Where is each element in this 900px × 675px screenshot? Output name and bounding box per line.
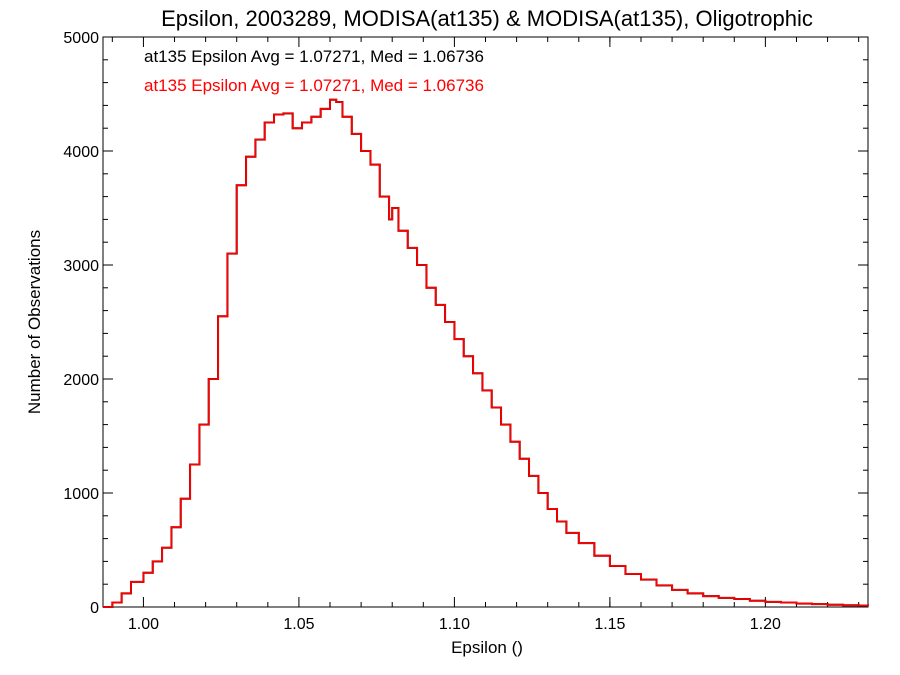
y-tick-label: 0 <box>90 600 99 617</box>
series-line-red <box>103 98 869 608</box>
legend-entry-red: at135 Epsilon Avg = 1.07271, Med = 1.067… <box>144 76 484 95</box>
y-tick-label: 3000 <box>63 258 99 275</box>
y-tick-label: 1000 <box>63 486 99 503</box>
x-tick-label: 1.00 <box>128 616 159 633</box>
y-axis-label: Number of Observations <box>25 230 44 414</box>
series-layer <box>103 98 869 608</box>
x-tick-label: 1.10 <box>439 616 470 633</box>
chart-title: Epsilon, 2003289, MODISA(at135) & MODISA… <box>161 6 813 31</box>
y-tick-label: 5000 <box>63 30 99 47</box>
x-tick-label: 1.20 <box>750 616 781 633</box>
x-tick-label: 1.05 <box>283 616 314 633</box>
y-tick-label: 2000 <box>63 372 99 389</box>
x-tick-label: 1.15 <box>594 616 625 633</box>
x-axis-label: Epsilon () <box>451 638 523 657</box>
y-tick-label: 4000 <box>63 144 99 161</box>
legend-entry-black: at135 Epsilon Avg = 1.07271, Med = 1.067… <box>144 47 484 66</box>
axis-ticks: 1.00 1.05 1.10 1.15 1.20 0 1000 2000 3000 4000 500… <box>63 30 868 633</box>
